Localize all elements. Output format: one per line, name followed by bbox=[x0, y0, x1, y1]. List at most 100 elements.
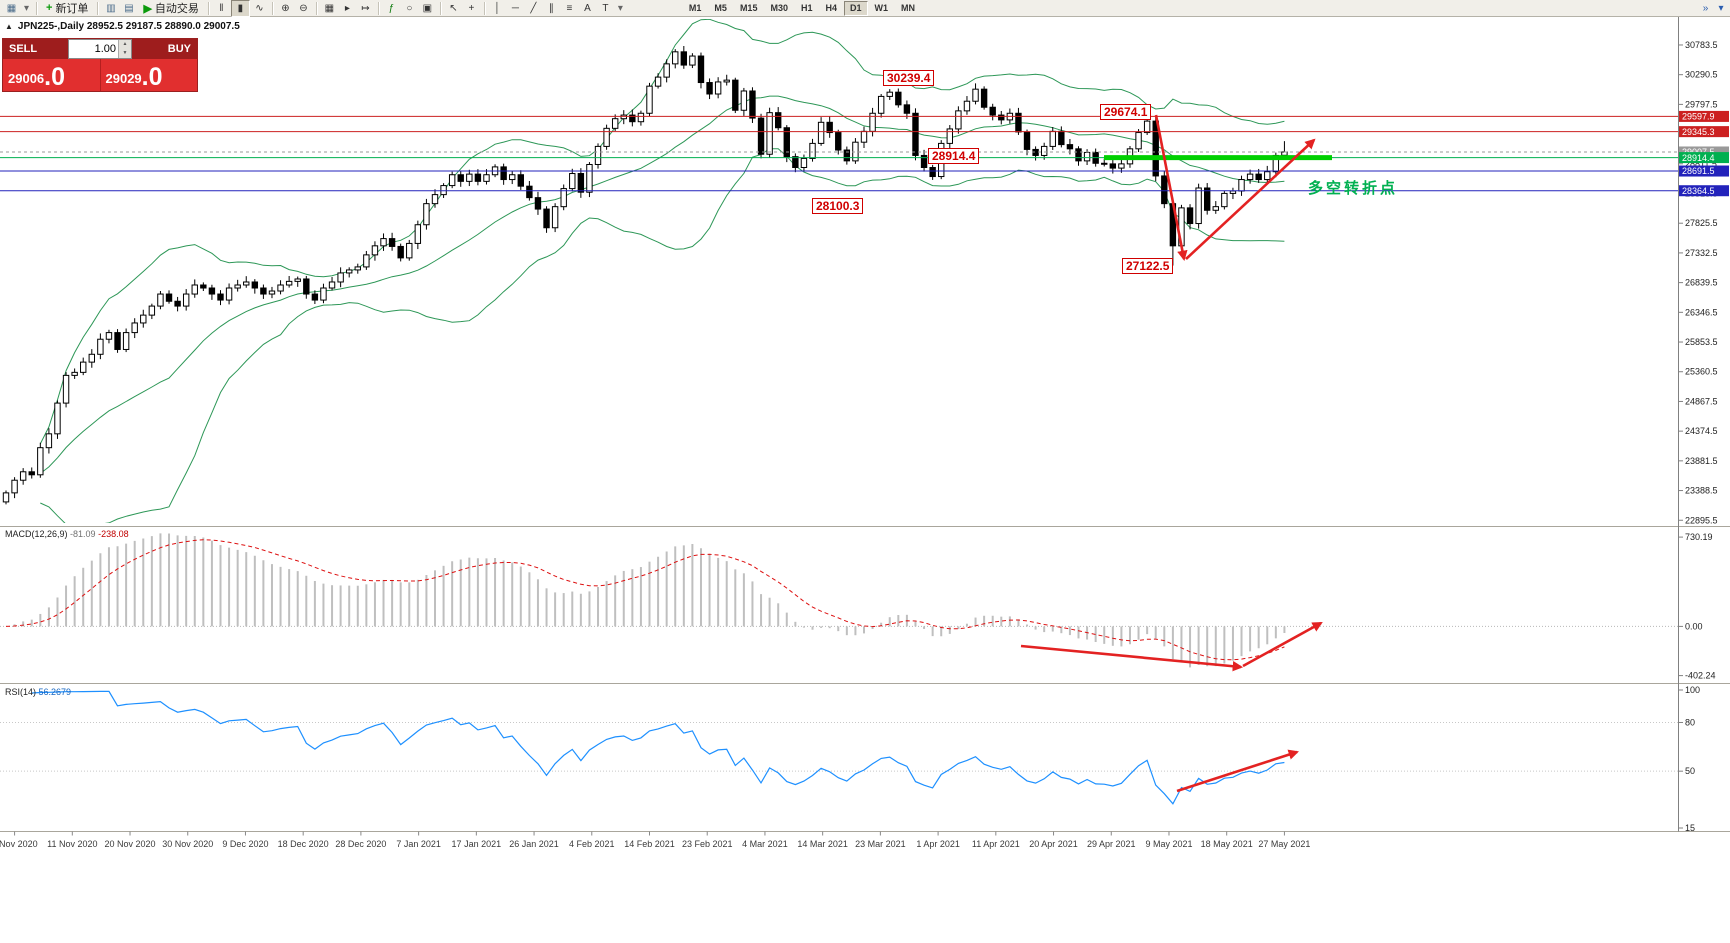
price-line-label-bg bbox=[1679, 126, 1729, 138]
one-click-trade-panel: SELL 1.00 ▲ ▼ BUY 29006 .0 29029 bbox=[2, 38, 198, 92]
data-window-icon[interactable]: ▤ bbox=[124, 2, 134, 14]
lot-spinner: ▲ ▼ bbox=[118, 40, 131, 58]
date-label: 29 Apr 2021 bbox=[1086, 839, 1136, 849]
price-line-label: 28364.5 bbox=[1682, 186, 1715, 196]
price-tick-label: 26839.5 bbox=[1685, 278, 1718, 288]
price-line-label-bg bbox=[1679, 110, 1729, 122]
macd-title-text: MACD(12,26,9) bbox=[5, 529, 68, 539]
tile-windows-icon[interactable]: ▦ bbox=[324, 2, 335, 14]
templates-icon[interactable]: ▣ bbox=[422, 2, 433, 14]
vertical-line-icon[interactable]: │ bbox=[494, 2, 501, 14]
price-line-label-bg bbox=[1679, 152, 1729, 164]
lot-increase-button[interactable]: ▲ bbox=[122, 41, 128, 47]
text-icon[interactable]: A bbox=[584, 2, 591, 14]
time-axis: 2 Nov 2020 11 Nov 2020 20 Nov 2020 30 Nov 2… bbox=[0, 836, 1730, 856]
crosshair-icon[interactable]: + bbox=[468, 2, 475, 14]
rsi-indicator-title: RSI(14) 56.2679 bbox=[5, 687, 71, 697]
macd-tick-label: 730.19 bbox=[1685, 532, 1713, 542]
price-callout: 28914.4 bbox=[928, 148, 980, 164]
toolbar-separator bbox=[483, 1, 485, 15]
trend-arrow bbox=[1154, 114, 1188, 262]
rsi-tick-label: 100 bbox=[1685, 685, 1700, 695]
date-label: 20 Nov 2020 bbox=[104, 839, 156, 849]
channel-icon[interactable]: ∥ bbox=[548, 2, 554, 14]
chart-dropdown-icon[interactable]: ▾ bbox=[23, 2, 30, 14]
trend-arrow bbox=[1020, 644, 1244, 672]
timeframe-h1[interactable]: H1 bbox=[800, 2, 813, 13]
rsi-line bbox=[31, 690, 1285, 805]
line-chart-icon[interactable]: ∿ bbox=[255, 2, 264, 14]
market-watch-icon[interactable]: ▥ bbox=[106, 2, 116, 14]
macd-tick-label: 0.00 bbox=[1685, 621, 1703, 631]
price-tick-label: 29797.5 bbox=[1685, 99, 1718, 109]
horizontal-line-icon[interactable]: ─ bbox=[511, 2, 519, 14]
toolbar-customize-icon[interactable]: ▾ bbox=[1718, 2, 1724, 14]
chart-shift-icon[interactable]: ↦ bbox=[361, 2, 370, 14]
date-label: 7 Jan 2021 bbox=[396, 839, 441, 849]
fibonacci-icon[interactable]: ≡ bbox=[566, 2, 573, 14]
cursor-icon[interactable]: ↖ bbox=[449, 2, 458, 14]
bb-lower-line bbox=[40, 148, 1285, 523]
lot-decrease-button[interactable]: ▼ bbox=[122, 50, 128, 56]
timeframe-d1[interactable]: D1 bbox=[844, 0, 868, 16]
zoom-out-icon[interactable]: ⊖ bbox=[299, 2, 308, 14]
buy-price-button[interactable]: 29029 .0 bbox=[101, 59, 198, 91]
toolbar-overflow-icon[interactable]: » bbox=[1702, 2, 1709, 14]
price-callout: 27122.5 bbox=[1122, 258, 1174, 274]
rsi-value: 56.2679 bbox=[38, 687, 72, 697]
periods-icon[interactable]: ○ bbox=[406, 2, 413, 14]
bb-upper-line bbox=[39, 19, 1285, 445]
label-icon[interactable]: T bbox=[602, 2, 609, 14]
timeframe-m30[interactable]: M30 bbox=[770, 2, 788, 13]
trendline-icon[interactable]: ╱ bbox=[530, 2, 537, 14]
trend-arrows-layer[interactable] bbox=[1020, 114, 1323, 793]
zoom-in-icon[interactable]: ⊕ bbox=[281, 2, 290, 14]
one-click-toggle-icon[interactable]: ▲ bbox=[5, 22, 13, 31]
price-tick-label: 26346.5 bbox=[1685, 307, 1718, 317]
auto-trading-button-label: 自动交易 bbox=[154, 3, 199, 15]
price-line-label-bg bbox=[1679, 185, 1729, 197]
timeframe-h4[interactable]: H4 bbox=[825, 2, 837, 13]
price-tick-label: 24867.5 bbox=[1685, 396, 1718, 406]
timeframe-w1[interactable]: W1 bbox=[874, 2, 889, 13]
new-chart-icon[interactable]: ▦ bbox=[6, 2, 17, 14]
timeframe-m1[interactable]: M1 bbox=[688, 2, 702, 13]
price-callout: 28100.3 bbox=[812, 198, 864, 214]
price-line-label-bg bbox=[1679, 146, 1729, 158]
price-line-label: 29597.9 bbox=[1682, 112, 1715, 122]
date-label: 18 May 2021 bbox=[1200, 839, 1253, 849]
price-tick-label: 22895.5 bbox=[1685, 515, 1718, 525]
date-label: 9 Dec 2020 bbox=[222, 839, 269, 849]
auto-trading-button-icon: ▶ bbox=[143, 2, 152, 15]
price-tick-label: 25360.5 bbox=[1685, 367, 1718, 377]
price-tick-label: 30290.5 bbox=[1685, 70, 1718, 80]
buy-button[interactable]: BUY bbox=[132, 39, 197, 59]
chart-window: 730.19 0.00 -402.24 100 80 50 15 30783.5 30290.5… bbox=[0, 17, 1730, 943]
sell-price-fraction: .0 bbox=[44, 63, 66, 91]
lot-size-value[interactable]: 1.00 bbox=[94, 43, 116, 55]
date-label: 26 Jan 2021 bbox=[509, 839, 559, 849]
date-label: 27 May 2021 bbox=[1258, 839, 1311, 849]
timeframe-mn[interactable]: MN bbox=[901, 2, 916, 13]
sell-price-button[interactable]: 29006 .0 bbox=[3, 59, 100, 91]
lot-size-field[interactable]: 1.00 ▲ ▼ bbox=[68, 39, 132, 59]
shapes-dropdown-icon[interactable]: ▾ bbox=[617, 2, 623, 14]
new-order-button[interactable]: + 新订单 bbox=[41, 1, 93, 16]
chart-symbol-ohlc: JPN225-,Daily 28952.5 29187.5 28890.0 29… bbox=[17, 21, 240, 32]
toolbar-separator bbox=[207, 1, 209, 15]
price-tick-label: 28811.5 bbox=[1685, 159, 1717, 169]
buy-price-main: 29029 bbox=[105, 71, 142, 86]
timeframe-m15[interactable]: M15 bbox=[739, 2, 758, 13]
indicators-icon[interactable]: ƒ bbox=[388, 2, 395, 14]
date-label: 11 Nov 2020 bbox=[47, 839, 98, 849]
price-line-label: 29345.3 bbox=[1682, 127, 1715, 137]
bar-chart-icon[interactable]: ‖ bbox=[219, 2, 224, 14]
sell-button[interactable]: SELL bbox=[3, 39, 68, 59]
timeframe-m5[interactable]: M5 bbox=[714, 2, 727, 13]
new-order-button-label: 新订单 bbox=[55, 3, 89, 15]
macd-signal-line bbox=[5, 539, 1285, 661]
chart-canvas[interactable]: 730.19 0.00 -402.24 100 80 50 15 30783.5 30290.5… bbox=[0, 17, 1730, 943]
candlestick-chart-icon[interactable]: ▮ bbox=[230, 0, 250, 17]
auto-scroll-icon[interactable]: ▸ bbox=[344, 2, 350, 14]
auto-trading-button[interactable]: ▶ 自动交易 bbox=[138, 1, 203, 16]
